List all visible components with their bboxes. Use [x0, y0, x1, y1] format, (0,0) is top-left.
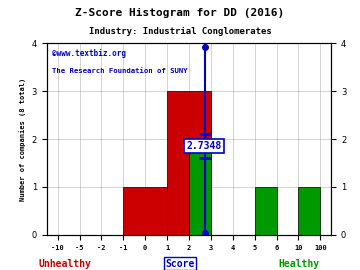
Text: ©www.textbiz.org: ©www.textbiz.org: [53, 49, 126, 58]
Text: Z-Score Histogram for DD (2016): Z-Score Histogram for DD (2016): [75, 8, 285, 18]
Bar: [255, 187, 276, 235]
Text: 2.7348: 2.7348: [186, 141, 222, 151]
Bar: [123, 187, 167, 235]
Y-axis label: Number of companies (8 total): Number of companies (8 total): [19, 77, 26, 201]
Text: The Research Foundation of SUNY: The Research Foundation of SUNY: [53, 68, 188, 74]
Bar: [189, 139, 211, 235]
Bar: [167, 91, 211, 235]
Text: Unhealthy: Unhealthy: [39, 259, 91, 269]
Bar: [298, 187, 320, 235]
Text: Industry: Industrial Conglomerates: Industry: Industrial Conglomerates: [89, 27, 271, 36]
Text: Healthy: Healthy: [278, 259, 319, 269]
Text: Score: Score: [165, 259, 195, 269]
